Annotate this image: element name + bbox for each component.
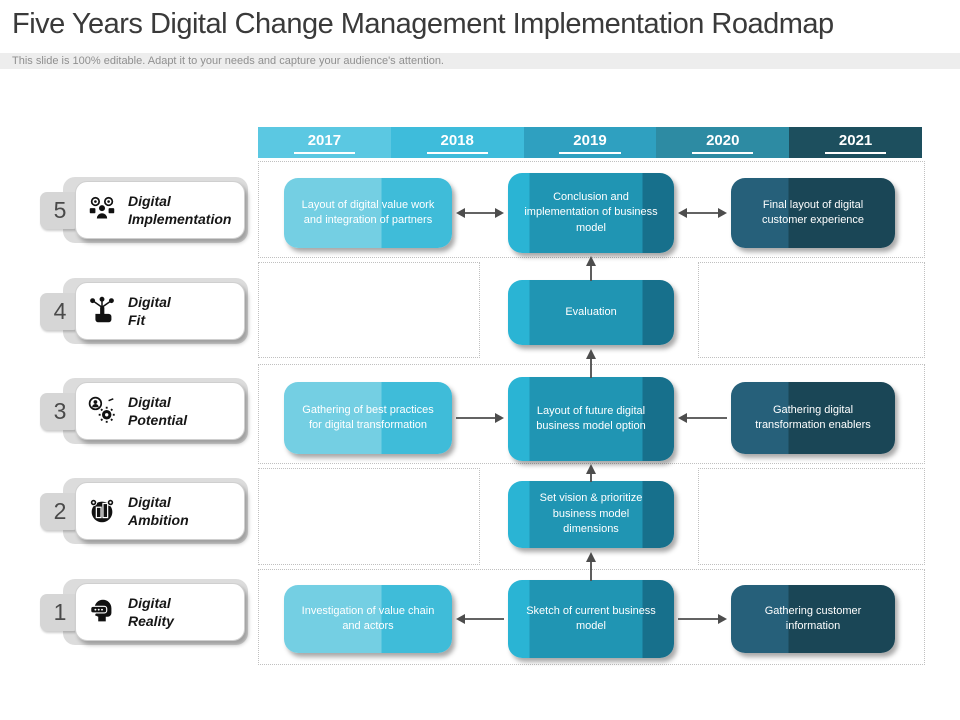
box-final-layout-customer-experience: Final layout of digital customer experie…	[731, 178, 895, 248]
vr-headset-icon	[86, 596, 118, 628]
box-gathering-customer-information: Gathering customer information	[731, 585, 895, 653]
team-network-icon	[86, 194, 118, 226]
stage-1-digital-reality: 1 Digital Reality	[40, 579, 250, 649]
stage-number-tab: 3	[40, 393, 80, 430]
stage-5-digital-implementation: 5 Digital Implementation	[40, 177, 250, 247]
box-layout-future-business-model: Layout of future digital business model …	[508, 377, 674, 461]
stage-4-digital-fit: 4 Digital Fit	[40, 278, 250, 348]
stage-card: Digital Potential	[75, 382, 245, 440]
stage-label: Digital Reality	[128, 594, 174, 629]
stage-card: Digital Implementation	[75, 181, 245, 239]
stage-card: Digital Fit	[75, 282, 245, 340]
year-2017: 2017	[258, 127, 391, 158]
stage-card: Digital Reality	[75, 583, 245, 641]
box-evaluation: Evaluation	[508, 280, 674, 345]
year-2020: 2020	[656, 127, 790, 158]
stage-number-tab: 1	[40, 594, 80, 631]
stage-number-tab: 4	[40, 293, 80, 330]
head-gear-icon	[86, 395, 118, 427]
lane-4-region-right	[698, 262, 925, 358]
stage-label: Digital Implementation	[128, 192, 232, 227]
subtitle-band: This slide is 100% editable. Adapt it to…	[0, 53, 960, 69]
stage-label: Digital Potential	[128, 393, 188, 428]
box-investigation-value-chain: Investigation of value chain and actors	[284, 585, 452, 653]
stage-3-digital-potential: 3 Digital Potential	[40, 378, 250, 448]
box-gathering-best-practices: Gathering of best practices for digital …	[284, 382, 452, 454]
stage-number-tab: 5	[40, 192, 80, 229]
stage-2-digital-ambition: 2 Digital Ambition	[40, 478, 250, 548]
hand-network-icon	[86, 295, 118, 327]
year-2018: 2018	[390, 127, 524, 158]
person-chart-icon	[86, 495, 118, 527]
year-2019: 2019	[523, 127, 657, 158]
stage-label: Digital Ambition	[128, 493, 189, 528]
stage-number-tab: 2	[40, 493, 80, 530]
box-layout-digital-value-work: Layout of digital value work and integra…	[284, 178, 452, 248]
timeline-header: 2017 2018 2019 2020 2021	[258, 127, 922, 158]
stage-card: Digital Ambition	[75, 482, 245, 540]
box-set-vision-prioritize: Set vision & prioritize business model d…	[508, 481, 674, 548]
lane-4-region-left	[258, 262, 480, 358]
box-sketch-current-business-model: Sketch of current business model	[508, 580, 674, 658]
page-title: Five Years Digital Change Management Imp…	[12, 8, 834, 40]
lane-2-region-right	[698, 468, 925, 565]
subtitle-text: This slide is 100% editable. Adapt it to…	[12, 55, 444, 67]
stage-label: Digital Fit	[128, 293, 171, 328]
box-conclusion-implementation: Conclusion and implementation of busines…	[508, 173, 674, 253]
lane-2-region-left	[258, 468, 480, 565]
box-gathering-transformation-enablers: Gathering digital transformation enabler…	[731, 382, 895, 454]
year-2021: 2021	[789, 127, 922, 158]
